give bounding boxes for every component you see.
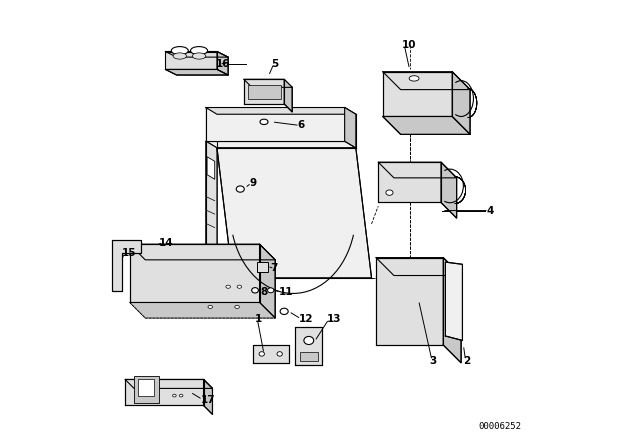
Text: 12: 12 [299, 314, 314, 324]
Ellipse shape [252, 288, 259, 293]
Polygon shape [111, 240, 141, 291]
Text: 16: 16 [216, 59, 230, 69]
Polygon shape [378, 162, 441, 202]
Text: 15: 15 [122, 248, 136, 258]
Ellipse shape [208, 306, 212, 308]
Polygon shape [383, 72, 452, 116]
Polygon shape [217, 52, 228, 75]
Polygon shape [138, 379, 154, 396]
Polygon shape [296, 327, 323, 365]
Polygon shape [134, 376, 159, 403]
Ellipse shape [304, 336, 314, 345]
Polygon shape [165, 52, 217, 69]
Ellipse shape [173, 53, 186, 59]
Polygon shape [205, 108, 344, 141]
Text: 13: 13 [326, 314, 341, 324]
Polygon shape [383, 72, 470, 90]
Text: 10: 10 [402, 40, 417, 50]
Polygon shape [248, 85, 280, 99]
Polygon shape [204, 379, 212, 414]
Polygon shape [205, 249, 232, 278]
Ellipse shape [226, 285, 230, 289]
Text: 17: 17 [200, 395, 215, 405]
Polygon shape [253, 345, 289, 363]
Text: 3: 3 [430, 356, 437, 366]
Polygon shape [217, 148, 371, 278]
Polygon shape [284, 79, 292, 112]
Text: 00006252: 00006252 [479, 422, 522, 431]
Ellipse shape [260, 119, 268, 125]
Polygon shape [376, 258, 443, 345]
Polygon shape [257, 262, 269, 272]
Polygon shape [441, 162, 457, 218]
Ellipse shape [173, 394, 176, 397]
Polygon shape [205, 141, 217, 255]
Text: 6: 6 [298, 121, 305, 130]
Polygon shape [443, 258, 461, 363]
Ellipse shape [386, 190, 393, 195]
Polygon shape [244, 79, 284, 104]
Text: 2: 2 [463, 356, 470, 366]
Polygon shape [165, 69, 228, 75]
Ellipse shape [409, 76, 419, 81]
Polygon shape [125, 379, 204, 405]
Polygon shape [207, 157, 214, 179]
Polygon shape [260, 244, 275, 318]
Ellipse shape [280, 308, 288, 314]
Polygon shape [129, 244, 260, 302]
Polygon shape [205, 108, 356, 114]
Polygon shape [129, 302, 275, 318]
Text: 1: 1 [255, 314, 262, 324]
Ellipse shape [191, 47, 207, 55]
Text: 8: 8 [261, 287, 268, 297]
Ellipse shape [179, 394, 183, 397]
Polygon shape [344, 108, 356, 148]
Polygon shape [300, 352, 317, 361]
Ellipse shape [172, 47, 188, 55]
Polygon shape [383, 116, 470, 134]
Text: 9: 9 [249, 178, 257, 188]
Polygon shape [452, 72, 470, 134]
Ellipse shape [277, 352, 282, 356]
Ellipse shape [192, 53, 205, 59]
Ellipse shape [235, 306, 239, 308]
Polygon shape [165, 52, 228, 57]
Text: 5: 5 [271, 59, 279, 69]
Text: 7: 7 [270, 263, 277, 273]
Ellipse shape [268, 288, 274, 293]
Polygon shape [376, 258, 461, 276]
Polygon shape [445, 262, 463, 340]
Ellipse shape [259, 352, 264, 356]
Ellipse shape [236, 186, 244, 192]
Text: 11: 11 [279, 287, 293, 297]
Ellipse shape [237, 285, 242, 289]
Polygon shape [125, 379, 212, 388]
Text: 14: 14 [159, 238, 173, 248]
Polygon shape [378, 162, 457, 178]
Polygon shape [244, 79, 292, 87]
Polygon shape [129, 244, 275, 260]
Text: 4: 4 [486, 206, 494, 215]
Polygon shape [205, 141, 356, 148]
